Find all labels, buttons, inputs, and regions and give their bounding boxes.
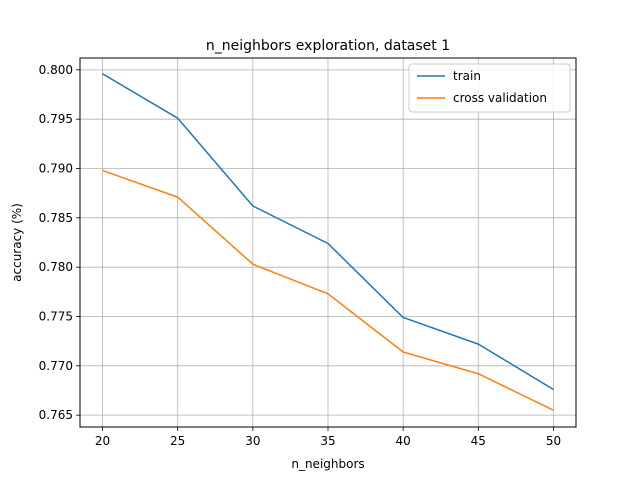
legend-box — [408, 63, 571, 113]
x-tick-label: 40 — [396, 434, 411, 448]
y-tick-label: 0.775 — [39, 309, 73, 323]
x-axis-ticks: 20 25 30 35 40 45 50 — [95, 427, 561, 448]
legend: train cross validation — [408, 63, 571, 113]
x-tick-label: 50 — [546, 434, 561, 448]
chart-title: n_neighbors exploration, dataset 1 — [206, 38, 450, 54]
series-lines — [102, 73, 554, 411]
x-axis-label: n_neighbors — [291, 457, 364, 471]
x-tick-label: 20 — [95, 434, 110, 448]
x-tick-label: 25 — [170, 434, 185, 448]
x-tick-label: 45 — [471, 434, 486, 448]
y-tick-label: 0.795 — [39, 112, 73, 126]
y-tick-label: 0.785 — [39, 211, 73, 225]
series-line-0 — [102, 73, 554, 391]
y-tick-label: 0.765 — [39, 408, 73, 422]
legend-label-0: train — [453, 69, 481, 83]
legend-label-1: cross validation — [453, 91, 547, 105]
y-tick-label: 0.790 — [39, 162, 73, 176]
y-tick-label: 0.770 — [39, 359, 73, 373]
y-tick-label: 0.800 — [39, 63, 73, 77]
y-axis-label: accuracy (%) — [10, 203, 24, 282]
series-line-1 — [102, 169, 554, 411]
grid-lines — [80, 58, 576, 427]
x-tick-label: 35 — [320, 434, 335, 448]
y-tick-label: 0.780 — [39, 260, 73, 274]
y-axis-ticks: 0.765 0.770 0.775 0.780 0.785 0.790 0.795 0.800 — [39, 63, 80, 422]
x-tick-label: 30 — [245, 434, 260, 448]
